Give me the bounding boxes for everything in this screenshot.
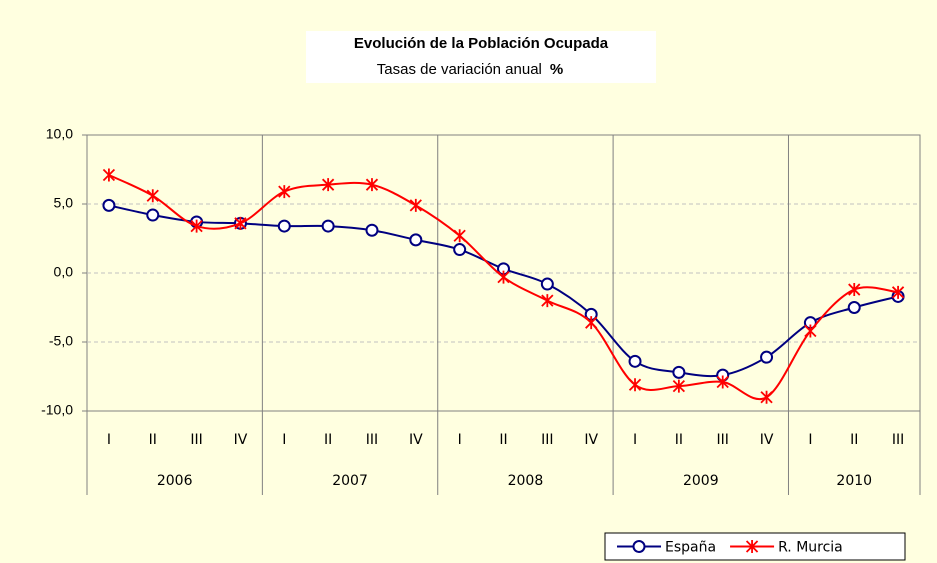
legend-label: España (665, 540, 716, 556)
marker (891, 285, 905, 299)
x-tick-label: I (808, 432, 812, 448)
x-tick-label: I (107, 432, 111, 448)
x-tick-label: II (149, 432, 157, 448)
marker (146, 208, 160, 222)
marker-shape (672, 379, 686, 393)
marker (672, 365, 686, 379)
marker-shape (760, 390, 773, 404)
x-tick-label: II (324, 432, 332, 448)
subtitle: Tasas de variación anual (377, 61, 542, 78)
marker (760, 350, 774, 364)
marker (760, 390, 773, 404)
x-tick-label: III (366, 432, 378, 448)
marker-shape (278, 185, 291, 199)
marker (672, 379, 686, 393)
marker (321, 178, 335, 192)
marker (628, 354, 642, 368)
marker-shape (848, 283, 861, 297)
marker-shape (409, 198, 422, 212)
marker (540, 277, 554, 291)
x-tick-label: II (499, 432, 507, 448)
marker (409, 233, 423, 247)
x-tick-label: III (541, 432, 553, 448)
marker-shape (891, 285, 905, 299)
marker (716, 375, 729, 389)
marker (453, 243, 467, 257)
x-tick-label: III (892, 432, 904, 448)
subtitle-unit: % (550, 61, 563, 78)
x-group-label: 2006 (157, 473, 193, 489)
x-tick-label: III (717, 432, 729, 448)
marker (628, 378, 642, 392)
marker (541, 294, 554, 308)
title-box (306, 31, 656, 83)
x-tick-label: II (675, 432, 683, 448)
marker-shape (745, 540, 759, 553)
marker-shape (804, 324, 817, 338)
marker-shape (190, 219, 203, 233)
x-tick-label: IV (584, 432, 598, 448)
marker (409, 198, 422, 212)
marker-shape (497, 270, 510, 284)
x-tick-label: I (633, 432, 637, 448)
marker-shape (321, 178, 335, 192)
x-tick-label: I (458, 432, 462, 448)
marker-shape (585, 316, 598, 330)
marker-shape (716, 375, 729, 389)
series-line (108, 174, 899, 401)
marker (453, 229, 466, 243)
chart-title: Evolución de la Población Ocupada (354, 35, 609, 52)
x-group-label: 2010 (836, 473, 872, 489)
marker (585, 316, 598, 330)
marker (848, 283, 861, 297)
x-tick-label: IV (234, 432, 248, 448)
legend-label: R. Murcia (778, 540, 843, 556)
marker (102, 168, 116, 182)
marker (321, 219, 335, 233)
marker (365, 223, 379, 237)
marker-shape (102, 168, 116, 182)
marker (804, 324, 817, 338)
marker (632, 540, 646, 553)
x-tick-label: II (850, 432, 858, 448)
x-group-label: 2008 (508, 473, 544, 489)
y-tick-label: -10,0 (41, 402, 73, 418)
marker (234, 216, 247, 230)
chart-subtitle: Tasas de variación anual% (377, 61, 563, 78)
marker (847, 301, 861, 314)
y-tick-label: 0,0 (54, 264, 74, 280)
y-tick-label: -5,0 (49, 333, 73, 349)
marker (497, 270, 510, 284)
marker-shape (541, 294, 554, 308)
marker (365, 178, 379, 192)
x-tick-label: III (190, 432, 202, 448)
marker-shape (453, 229, 466, 243)
x-tick-label: I (282, 432, 286, 448)
marker-shape (365, 178, 379, 192)
series-line (108, 204, 899, 378)
x-tick-label: IV (409, 432, 423, 448)
marker-shape (234, 216, 247, 230)
marker (745, 540, 759, 553)
marker (102, 198, 116, 212)
marker (190, 219, 203, 233)
marker (277, 219, 291, 233)
y-tick-label: 10,0 (46, 126, 73, 142)
marker-shape (628, 378, 642, 392)
x-group-label: 2009 (683, 473, 719, 489)
marker (278, 185, 291, 199)
x-tick-label: IV (760, 432, 774, 448)
marker-shape (146, 189, 159, 203)
x-group-label: 2007 (332, 473, 368, 489)
marker (146, 189, 159, 203)
y-tick-label: 5,0 (54, 195, 74, 211)
